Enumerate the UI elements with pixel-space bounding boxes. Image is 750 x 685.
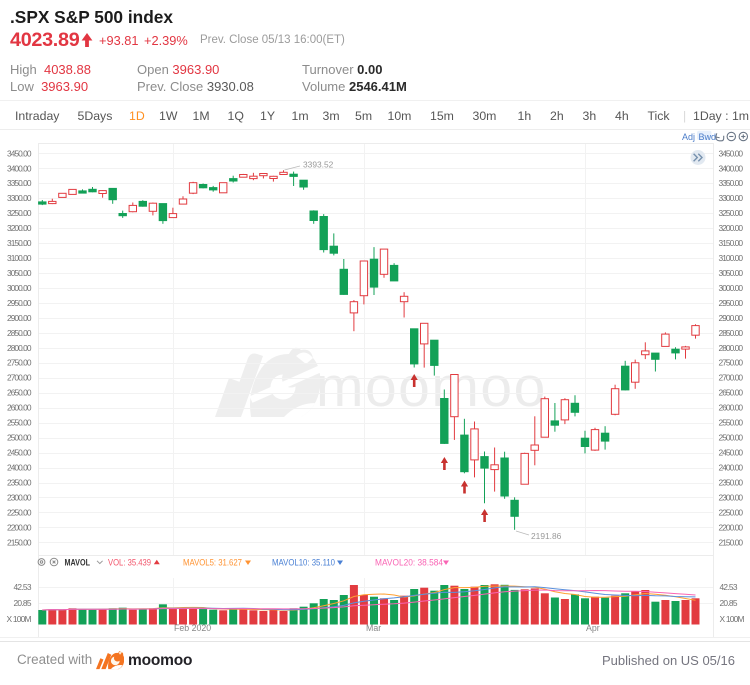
svg-text:2150.00: 2150.00 (7, 537, 32, 547)
svg-text:MAVOL5: 31.627: MAVOL5: 31.627 (183, 557, 242, 567)
svg-text:3200.00: 3200.00 (719, 223, 744, 233)
svg-text:MAVOL: MAVOL (65, 557, 91, 567)
svg-text:2500.00: 2500.00 (719, 433, 744, 443)
svg-text:2250.00: 2250.00 (7, 507, 32, 517)
svg-text:2250.00: 2250.00 (719, 507, 744, 517)
svg-text:3350.00: 3350.00 (719, 178, 744, 188)
svg-text:2550.00: 2550.00 (7, 418, 32, 428)
svg-text:2950.00: 2950.00 (7, 298, 32, 308)
svg-text:MAVOL10: 35.110: MAVOL10: 35.110 (272, 557, 335, 567)
svg-text:2200.00: 2200.00 (7, 522, 32, 532)
svg-text:2900.00: 2900.00 (7, 313, 32, 323)
svg-text:Apr: Apr (586, 623, 600, 633)
svg-text:3393.52: 3393.52 (303, 160, 334, 170)
svg-text:2400.00: 2400.00 (719, 463, 744, 473)
svg-text:3300.00: 3300.00 (719, 193, 744, 203)
svg-text:2300.00: 2300.00 (719, 492, 744, 502)
svg-text:2800.00: 2800.00 (719, 343, 744, 353)
svg-text:2850.00: 2850.00 (719, 328, 744, 338)
svg-text:X 100M: X 100M (7, 614, 32, 624)
svg-text:2600.00: 2600.00 (719, 403, 744, 413)
svg-text:20.85: 20.85 (720, 598, 738, 608)
svg-text:Bwd: Bwd (699, 132, 717, 142)
svg-text:20.85: 20.85 (14, 598, 32, 608)
svg-text:VOL: 35.439: VOL: 35.439 (108, 557, 151, 567)
svg-text:3400.00: 3400.00 (7, 163, 32, 173)
svg-text:2550.00: 2550.00 (719, 418, 744, 428)
svg-text:2750.00: 2750.00 (7, 358, 32, 368)
svg-text:3100.00: 3100.00 (719, 253, 744, 263)
svg-text:Feb 2020: Feb 2020 (174, 623, 211, 633)
svg-text:3050.00: 3050.00 (719, 268, 744, 278)
svg-text:X 100M: X 100M (720, 614, 745, 624)
svg-text:3150.00: 3150.00 (7, 238, 32, 248)
svg-text:42.53: 42.53 (720, 582, 738, 592)
svg-text:2200.00: 2200.00 (719, 522, 744, 532)
svg-text:42.53: 42.53 (14, 582, 32, 592)
svg-text:2900.00: 2900.00 (719, 313, 744, 323)
svg-text:2650.00: 2650.00 (7, 388, 32, 398)
svg-text:2191.86: 2191.86 (531, 531, 562, 541)
svg-text:2950.00: 2950.00 (719, 298, 744, 308)
svg-text:MAVOL20: 38.584: MAVOL20: 38.584 (375, 557, 443, 567)
svg-text:3400.00: 3400.00 (719, 163, 744, 173)
svg-text:2750.00: 2750.00 (719, 358, 744, 368)
svg-text:2400.00: 2400.00 (7, 463, 32, 473)
svg-text:Adj: Adj (682, 132, 695, 142)
svg-text:2300.00: 2300.00 (7, 492, 32, 502)
svg-text:3150.00: 3150.00 (719, 238, 744, 248)
svg-text:2350.00: 2350.00 (7, 477, 32, 487)
svg-text:3350.00: 3350.00 (7, 178, 32, 188)
svg-text:2700.00: 2700.00 (719, 373, 744, 383)
svg-text:2800.00: 2800.00 (7, 343, 32, 353)
svg-text:2450.00: 2450.00 (7, 448, 32, 458)
svg-text:2500.00: 2500.00 (7, 433, 32, 443)
svg-text:3300.00: 3300.00 (7, 193, 32, 203)
svg-text:2350.00: 2350.00 (719, 477, 744, 487)
svg-text:2600.00: 2600.00 (7, 403, 32, 413)
svg-text:3250.00: 3250.00 (7, 208, 32, 218)
svg-text:2850.00: 2850.00 (7, 328, 32, 338)
svg-text:Mar: Mar (366, 623, 381, 633)
svg-text:3200.00: 3200.00 (7, 223, 32, 233)
svg-text:2450.00: 2450.00 (719, 448, 744, 458)
svg-text:3000.00: 3000.00 (719, 283, 744, 293)
svg-text:3050.00: 3050.00 (7, 268, 32, 278)
svg-text:2150.00: 2150.00 (719, 537, 744, 547)
svg-text:3250.00: 3250.00 (719, 208, 744, 218)
svg-text:2650.00: 2650.00 (719, 388, 744, 398)
svg-text:3450.00: 3450.00 (7, 148, 32, 158)
svg-text:3000.00: 3000.00 (7, 283, 32, 293)
svg-text:3100.00: 3100.00 (7, 253, 32, 263)
svg-text:3450.00: 3450.00 (719, 148, 744, 158)
svg-text:2700.00: 2700.00 (7, 373, 32, 383)
